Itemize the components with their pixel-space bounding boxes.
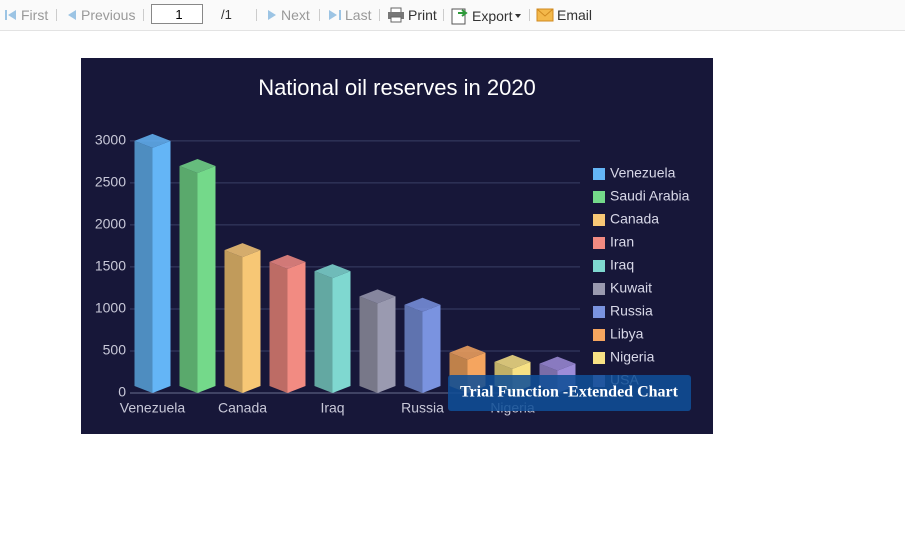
next-button[interactable]: Next (266, 7, 310, 23)
bar-left-face (359, 296, 378, 393)
bar-right-face (422, 304, 441, 393)
legend-label: Iraq (610, 257, 634, 273)
bar-top-face (539, 356, 576, 371)
bar (269, 254, 306, 393)
export-label: Export (472, 8, 513, 24)
separator (256, 9, 257, 21)
x-tick-label: Canada (218, 400, 267, 416)
x-tick-label: Venezuela (120, 400, 186, 416)
bar-left-face (269, 261, 288, 393)
chart-title: National oil reserves in 2020 (258, 75, 536, 100)
y-tick-label: 0 (118, 384, 126, 400)
last-label: Last (345, 7, 372, 23)
bar-left-face (314, 271, 333, 393)
bar-top-face (404, 297, 441, 312)
bar-right-face (332, 271, 351, 393)
legend-swatch (593, 260, 605, 272)
chart: National oil reserves in 2020 0 500 1000 15… (81, 58, 713, 434)
legend-label: Nigeria (610, 349, 655, 365)
separator (56, 9, 57, 21)
export-button[interactable]: Export (451, 7, 523, 25)
watermark-box (448, 375, 691, 411)
bar-top-face (314, 264, 351, 279)
bar-right-face (377, 296, 396, 393)
y-tick-label: 3000 (95, 132, 126, 148)
legend-swatch (593, 191, 605, 203)
legend-label: Iran (610, 234, 634, 250)
bar-top-face (449, 345, 486, 360)
bar-left-face (404, 304, 423, 393)
separator (143, 9, 144, 21)
first-button[interactable]: First (4, 7, 48, 23)
print-button[interactable]: Print (387, 7, 437, 23)
y-tick-label: 500 (103, 342, 127, 358)
bar-right-face (197, 166, 216, 393)
toolbar: First Previous /1 Next Last Print Export… (0, 0, 905, 31)
legend-label: Venezuela (610, 165, 676, 181)
next-label: Next (281, 7, 310, 23)
bar-left-face (224, 250, 243, 393)
bar-top-face (494, 354, 531, 369)
legend-swatch (593, 329, 605, 341)
legend-swatch (593, 168, 605, 180)
previous-button[interactable]: Previous (66, 7, 135, 23)
y-tick-label: 2000 (95, 216, 126, 232)
bar-right-face (242, 250, 261, 393)
icon (388, 7, 404, 23)
bar-right-face (152, 140, 171, 393)
separator (443, 9, 444, 21)
last-button[interactable]: Last (328, 7, 371, 23)
legend-label: Libya (610, 326, 644, 342)
legend-swatch (593, 306, 605, 318)
legend-label: Kuwait (610, 280, 652, 296)
legend-label: Russia (610, 303, 653, 319)
legend-label: Saudi Arabia (610, 188, 690, 204)
icon (536, 8, 554, 22)
bar (179, 159, 216, 393)
y-tick-label: 2500 (95, 174, 126, 190)
y-tick-label: 1000 (95, 300, 126, 316)
watermark: Trial Function -Extended Chart (460, 384, 679, 401)
previous-label: Previous (81, 7, 136, 23)
bar-top-face (359, 289, 396, 304)
legend-swatch (593, 283, 605, 295)
y-tick-label: 1500 (95, 258, 126, 274)
bar (314, 264, 351, 393)
legend-swatch (593, 214, 605, 226)
icon (68, 10, 76, 20)
bar (404, 297, 441, 393)
email-button[interactable]: Email (536, 7, 592, 23)
x-tick-label: Iraq (320, 400, 344, 416)
icon (451, 8, 468, 25)
page-input[interactable] (151, 4, 203, 24)
email-label: Email (557, 7, 593, 23)
legend-swatch (593, 352, 605, 364)
print-label: Print (408, 7, 437, 23)
icon (329, 10, 341, 20)
first-label: First (21, 7, 49, 23)
bar-left-face (134, 140, 153, 393)
bar-right-face (287, 261, 306, 393)
bar-left-face (179, 166, 198, 393)
bar (359, 289, 396, 393)
dropdown-arrow (515, 14, 522, 18)
bar-top-face (179, 159, 216, 174)
icon (268, 10, 276, 20)
separator (529, 9, 530, 21)
bar-top-face (224, 243, 261, 258)
bar-top-face (134, 133, 171, 148)
bar (224, 243, 261, 393)
separator (379, 9, 380, 21)
legend-swatch (593, 237, 605, 249)
bar (134, 133, 171, 393)
x-tick-label: Russia (401, 400, 444, 416)
separator (319, 9, 320, 21)
page-total: /1 (221, 7, 232, 22)
legend-label: Canada (610, 211, 659, 227)
icon (5, 10, 16, 20)
